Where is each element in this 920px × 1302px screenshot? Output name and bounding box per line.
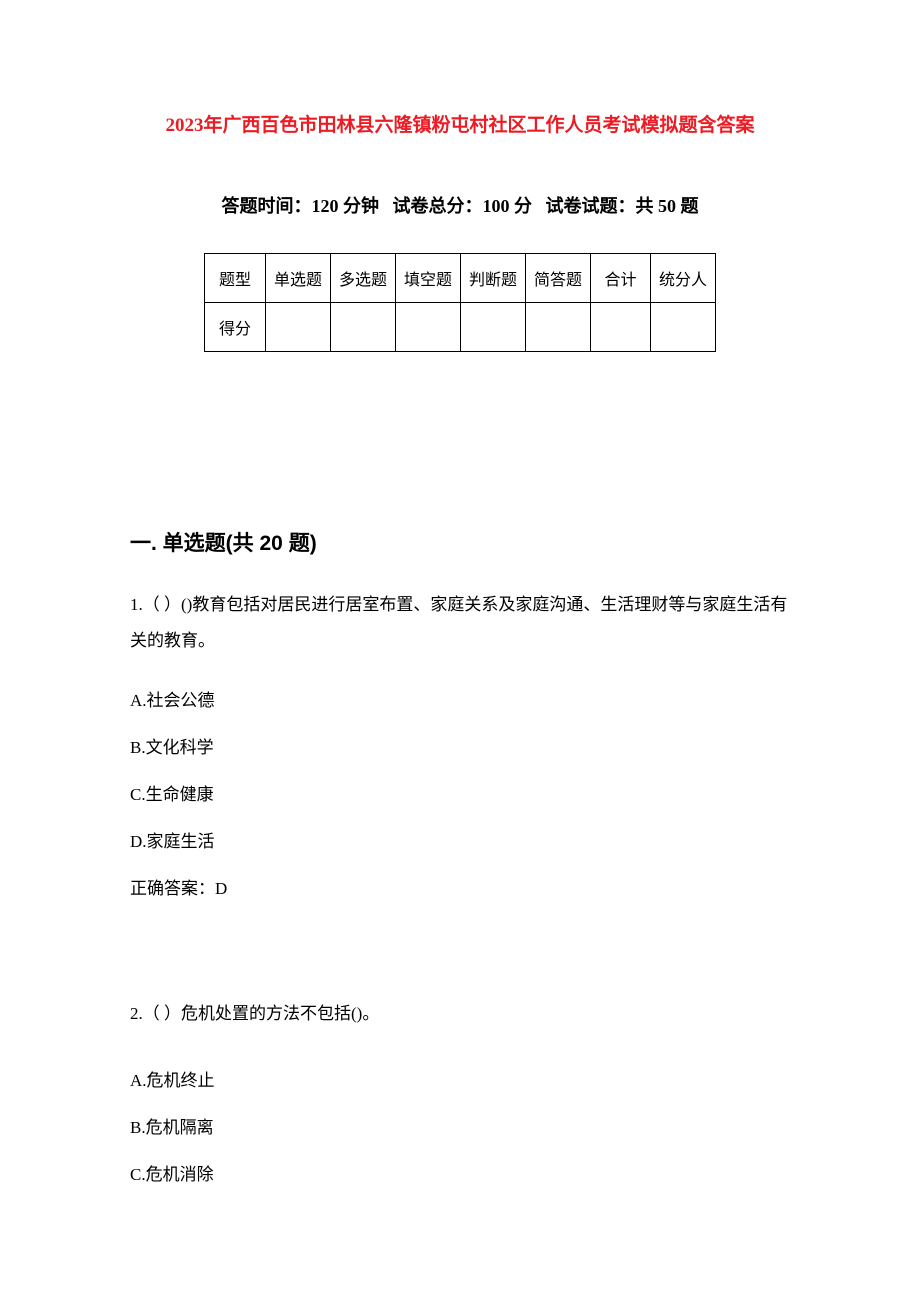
table-cell xyxy=(395,303,460,352)
table-row: 得分 xyxy=(204,303,715,352)
title-year: 2023 xyxy=(165,115,203,136)
question-1-answer: 正确答案：D xyxy=(130,874,790,899)
table-cell xyxy=(265,303,330,352)
question-2-option-a: A.危机终止 xyxy=(130,1066,790,1091)
table-cell: 填空题 xyxy=(395,254,460,303)
question-2-option-b: B.危机隔离 xyxy=(130,1113,790,1138)
table-row: 题型 单选题 多选题 填空题 判断题 简答题 合计 统分人 xyxy=(204,254,715,303)
table-cell: 多选题 xyxy=(330,254,395,303)
exam-title: 2023年广西百色市田林县六隆镇粉屯村社区工作人员考试模拟题含答案 xyxy=(130,110,790,137)
table-cell: 统分人 xyxy=(651,254,716,303)
table-cell xyxy=(651,303,716,352)
table-cell: 判断题 xyxy=(461,254,526,303)
question-1-option-c: C.生命健康 xyxy=(130,780,790,805)
count-value: 共 50 题 xyxy=(636,196,699,216)
title-rest: 年广西百色市田林县六隆镇粉屯村社区工作人员考试模拟题含答案 xyxy=(203,115,754,136)
table-cell: 得分 xyxy=(204,303,265,352)
table-cell xyxy=(330,303,395,352)
time-label: 答题时间： xyxy=(222,196,312,216)
table-cell: 题型 xyxy=(204,254,265,303)
question-1-option-d: D.家庭生活 xyxy=(130,827,790,852)
time-value: 120 分钟 xyxy=(312,196,380,216)
score-table: 题型 单选题 多选题 填空题 判断题 简答题 合计 统分人 得分 xyxy=(204,253,716,352)
exam-info-line: 答题时间：120 分钟 试卷总分：100 分 试卷试题：共 50 题 xyxy=(130,192,790,218)
count-label: 试卷试题： xyxy=(546,196,636,216)
section-heading: 一. 单选题(共 20 题) xyxy=(130,527,790,557)
question-2-text: 2.（ ）危机处置的方法不包括()。 xyxy=(130,999,790,1024)
question-1-option-b: B.文化科学 xyxy=(130,733,790,758)
table-cell xyxy=(591,303,651,352)
score-value: 100 分 xyxy=(483,196,533,216)
table-cell xyxy=(461,303,526,352)
score-label: 试卷总分： xyxy=(393,196,483,216)
question-1-text: 1.（ ）()教育包括对居民进行居室布置、家庭关系及家庭沟通、生活理财等与家庭生… xyxy=(130,587,790,658)
question-2-option-c: C.危机消除 xyxy=(130,1160,790,1185)
table-cell: 单选题 xyxy=(265,254,330,303)
table-cell: 简答题 xyxy=(526,254,591,303)
table-cell xyxy=(526,303,591,352)
question-1-option-a: A.社会公德 xyxy=(130,686,790,711)
table-cell: 合计 xyxy=(591,254,651,303)
